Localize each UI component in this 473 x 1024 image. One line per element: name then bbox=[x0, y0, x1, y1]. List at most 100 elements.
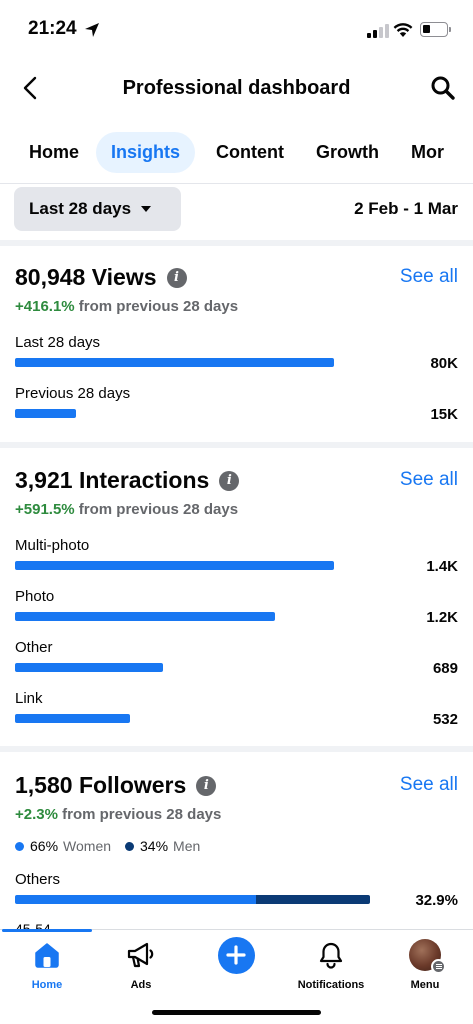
header: Professional dashboard bbox=[0, 62, 473, 116]
interactions-change-text: from previous 28 days bbox=[74, 501, 239, 518]
interactions-bar bbox=[15, 561, 334, 570]
views-change-pct: +416.1% bbox=[15, 298, 75, 315]
legend-women: 66% Women bbox=[15, 838, 111, 854]
nav-home-label: Home bbox=[31, 979, 63, 991]
followers-change-text: from previous 28 days bbox=[57, 806, 222, 823]
interactions-row-value: 1.2K bbox=[426, 609, 458, 626]
followers-see-all-link[interactable]: See all bbox=[399, 774, 458, 795]
tab-more[interactable]: Mor bbox=[411, 141, 445, 162]
search-button[interactable] bbox=[429, 74, 457, 102]
home-indicator bbox=[152, 1010, 321, 1015]
section-divider bbox=[0, 442, 473, 448]
dashboard-tabs: Home Insights Content Growth Mor bbox=[0, 128, 473, 176]
views-row-value: 15K bbox=[430, 406, 458, 423]
location-arrow-icon bbox=[85, 23, 99, 37]
interactions-bar-track bbox=[15, 714, 334, 723]
date-range: 2 Feb - 1 Mar bbox=[354, 199, 458, 218]
legend-men: 34% Men bbox=[125, 838, 200, 854]
interactions-row-value: 1.4K bbox=[426, 558, 458, 575]
interactions-row-value: 689 bbox=[432, 660, 458, 677]
views-title-text: 80,948 Views bbox=[15, 264, 157, 290]
megaphone-icon bbox=[127, 942, 154, 968]
interactions-row-label: Photo bbox=[15, 588, 55, 605]
filter-row: Last 28 days 2 Feb - 1 Mar bbox=[0, 187, 473, 233]
men-dot-icon bbox=[125, 841, 135, 851]
views-title: 80,948 Views i bbox=[15, 264, 187, 291]
nav-menu[interactable]: Menu bbox=[378, 938, 472, 991]
period-dropdown[interactable]: Last 28 days bbox=[14, 187, 181, 231]
views-bar-track bbox=[15, 358, 334, 367]
interactions-bar bbox=[15, 714, 130, 723]
interactions-bar-track bbox=[15, 561, 334, 570]
status-time: 21:24 bbox=[28, 18, 77, 39]
nav-create[interactable] bbox=[189, 936, 283, 979]
legend-men-label: Men bbox=[173, 838, 201, 854]
tab-divider bbox=[0, 183, 473, 184]
section-divider bbox=[0, 746, 473, 752]
views-row-label: Last 28 days bbox=[15, 334, 101, 351]
interactions-bar bbox=[15, 663, 164, 672]
views-row-label: Previous 28 days bbox=[15, 385, 131, 402]
interactions-card: 3,921 Interactions i See all +591.5% fro… bbox=[0, 467, 473, 737]
bell-icon bbox=[319, 942, 343, 969]
views-see-all-link[interactable]: See all bbox=[399, 266, 458, 287]
nav-notifications[interactable]: Notifications bbox=[284, 938, 378, 991]
info-icon[interactable]: i bbox=[196, 775, 217, 796]
interactions-row-label: Multi-photo bbox=[15, 537, 90, 554]
tab-home[interactable]: Home bbox=[29, 141, 80, 162]
gender-legend: 66% Women 34% Men bbox=[15, 838, 214, 854]
followers-row-label: 45-54 bbox=[15, 921, 51, 929]
legend-men-value: 34% bbox=[140, 838, 169, 854]
followers-change: +2.3% from previous 28 days bbox=[15, 806, 221, 823]
followers-change-pct: +2.3% bbox=[15, 806, 58, 823]
interactions-row-label: Other bbox=[15, 639, 53, 656]
followers-title: 1,580 Followers i bbox=[15, 772, 217, 799]
interactions-row-label: Link bbox=[15, 690, 43, 707]
chevron-left-icon bbox=[23, 76, 37, 100]
wifi-icon bbox=[393, 23, 413, 37]
bottom-tab-bar: Home Ads Notificatio bbox=[0, 929, 473, 1024]
followers-title-text: 1,580 Followers bbox=[15, 772, 187, 798]
followers-stacked-bar bbox=[15, 895, 370, 904]
home-icon bbox=[35, 943, 59, 968]
caret-down-icon bbox=[141, 206, 152, 212]
tab-growth[interactable]: Growth bbox=[316, 141, 380, 162]
interactions-row-value: 532 bbox=[432, 711, 458, 728]
nav-ads-label: Ads bbox=[130, 979, 152, 991]
legend-women-label: Women bbox=[63, 838, 112, 854]
avatar-menu-icon bbox=[409, 939, 446, 974]
page-title: Professional dashboard bbox=[122, 77, 351, 99]
active-tab-indicator bbox=[2, 929, 92, 932]
interactions-title-text: 3,921 Interactions bbox=[15, 467, 210, 493]
women-bar-segment bbox=[15, 895, 257, 904]
nav-menu-label: Menu bbox=[410, 979, 440, 991]
views-bar-track bbox=[15, 409, 334, 418]
tab-content[interactable]: Content bbox=[216, 141, 285, 162]
battery-icon bbox=[420, 22, 451, 37]
search-icon bbox=[431, 76, 455, 100]
section-divider bbox=[0, 240, 473, 246]
followers-card: 1,580 Followers i See all +2.3% from pre… bbox=[0, 772, 473, 929]
views-bar bbox=[15, 409, 76, 418]
views-row-value: 80K bbox=[430, 355, 458, 372]
period-dropdown-label: Last 28 days bbox=[29, 199, 132, 218]
views-change-text: from previous 28 days bbox=[74, 298, 239, 315]
interactions-bar-track bbox=[15, 612, 334, 621]
interactions-bar-track bbox=[15, 663, 334, 672]
nav-home[interactable]: Home bbox=[0, 938, 94, 991]
legend-women-value: 66% bbox=[30, 838, 59, 854]
back-button[interactable] bbox=[16, 74, 44, 102]
info-icon[interactable]: i bbox=[219, 470, 240, 491]
views-bar bbox=[15, 358, 334, 367]
views-card: 80,948 Views i See all +416.1% from prev… bbox=[0, 264, 473, 434]
status-bar: 21:24 bbox=[0, 0, 473, 60]
nav-ads[interactable]: Ads bbox=[94, 938, 188, 991]
plus-icon bbox=[217, 936, 255, 974]
interactions-see-all-link[interactable]: See all bbox=[399, 469, 458, 490]
interactions-change: +591.5% from previous 28 days bbox=[15, 501, 238, 518]
info-icon[interactable]: i bbox=[166, 267, 187, 288]
nav-notifications-label: Notifications bbox=[297, 979, 365, 991]
followers-row-value: 32.9% bbox=[415, 892, 458, 909]
interactions-title: 3,921 Interactions i bbox=[15, 467, 240, 494]
tab-insights[interactable]: Insights bbox=[96, 131, 196, 173]
